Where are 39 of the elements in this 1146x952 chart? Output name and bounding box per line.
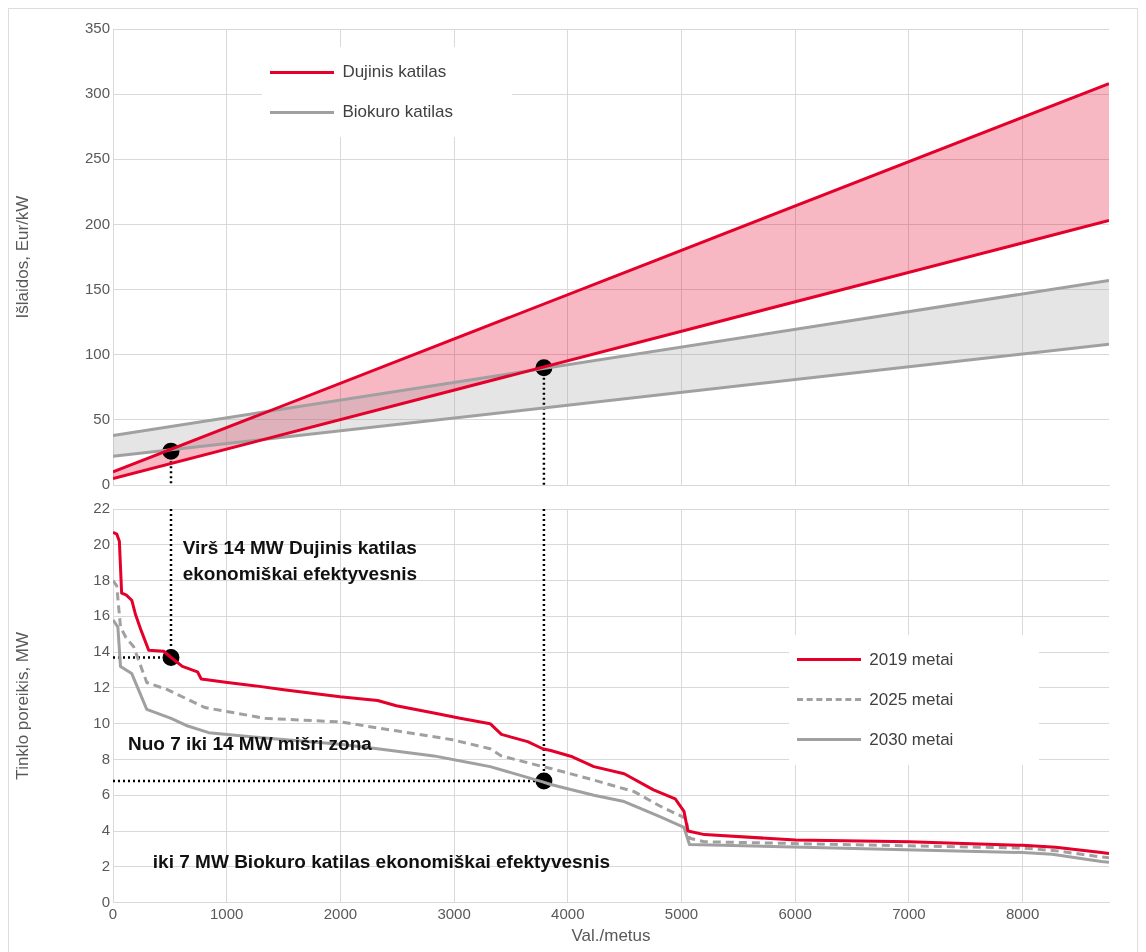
y-tick-label: 14 [93, 642, 110, 660]
y-tick-label: 10 [93, 713, 110, 731]
x-tick-label: 1000 [210, 904, 244, 922]
y-tick-label: 300 [84, 84, 110, 102]
annotation: Virš 14 MW Dujinis katilas ekonomiškai efektyvesnis [182, 536, 418, 584]
y-axis-title: Tinklo poreikis, MW [12, 631, 32, 780]
x-tick-label: 6000 [778, 904, 812, 922]
y-tick-label: 22 [93, 499, 110, 517]
y-tick-label: 0 [101, 892, 110, 910]
x-axis-title: Val./metus [571, 926, 651, 946]
x-tick-label: 4000 [551, 904, 585, 922]
legend-label: Biokuro katilas [342, 102, 453, 123]
y-tick-label: 50 [93, 410, 110, 427]
y-tick-label: 6 [101, 785, 110, 803]
x-tick-label: 7000 [892, 904, 926, 922]
y-tick-label: 350 [84, 19, 110, 37]
y-tick-label: 20 [93, 534, 110, 552]
legend-label: 2025 metai [869, 689, 954, 710]
annotation: Nuo 7 iki 14 MW mišri zona [127, 733, 373, 755]
y-tick-label: 150 [84, 279, 110, 297]
x-tick-label: 2000 [323, 904, 358, 922]
legend-label: 2030 metai [869, 729, 954, 750]
y-axis-title: Išlaidos, Eur/kW [12, 195, 32, 319]
y-tick-label: 8 [101, 749, 110, 767]
y-tick-label: 200 [84, 214, 110, 232]
y-tick-label: 16 [93, 606, 110, 624]
legend-label: 2019 metai [869, 649, 954, 670]
y-tick-label: 0 [101, 475, 110, 493]
legend-label: Dujinis katilas [342, 62, 447, 83]
x-tick-label: 3000 [437, 904, 471, 922]
y-tick-label: 4 [101, 821, 110, 839]
y-tick-label: 12 [93, 678, 110, 696]
annotation: iki 7 MW Biokuro katilas ekonomiškai efektyvesnis [152, 851, 611, 873]
x-tick-label: 5000 [664, 904, 699, 922]
y-tick-label: 100 [84, 344, 110, 362]
x-tick-label: 8000 [1005, 904, 1040, 922]
y-tick-label: 18 [93, 570, 110, 588]
y-tick-label: 2 [101, 856, 110, 874]
y-tick-label: 250 [84, 149, 110, 167]
